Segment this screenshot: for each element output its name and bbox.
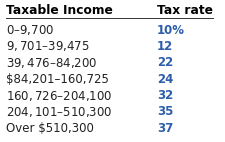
Text: $39,476–$84,200: $39,476–$84,200 — [6, 56, 97, 70]
Text: 10%: 10% — [156, 24, 184, 36]
Text: 35: 35 — [156, 106, 173, 118]
Text: 37: 37 — [156, 122, 173, 135]
Text: 22: 22 — [156, 56, 173, 69]
Text: Taxable Income: Taxable Income — [6, 4, 112, 17]
Text: 24: 24 — [156, 73, 173, 86]
Text: $84,201–160,725: $84,201–160,725 — [6, 73, 108, 86]
Text: Over $510,300: Over $510,300 — [6, 122, 93, 135]
Text: 32: 32 — [156, 89, 173, 102]
Text: $160,726–$204,100: $160,726–$204,100 — [6, 89, 112, 103]
Text: Tax rate: Tax rate — [156, 4, 212, 17]
Text: 12: 12 — [156, 40, 173, 53]
Text: $0–$9,700: $0–$9,700 — [6, 23, 54, 37]
Text: $9,701–$39,475: $9,701–$39,475 — [6, 39, 89, 53]
Text: $204,101–$510,300: $204,101–$510,300 — [6, 105, 112, 119]
